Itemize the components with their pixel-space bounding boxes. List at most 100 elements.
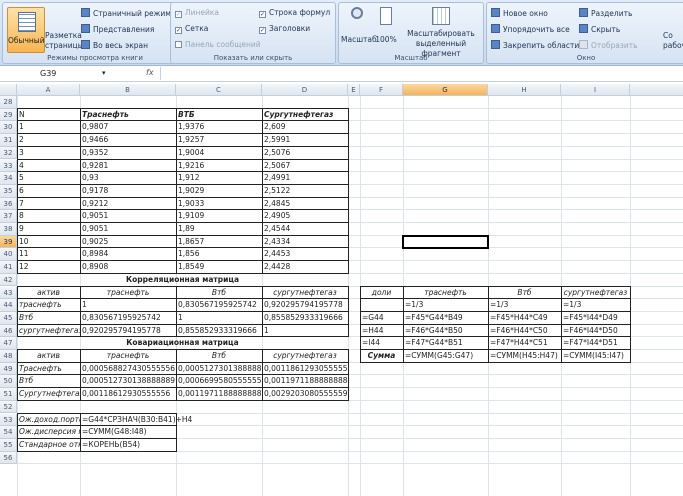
cell-A36[interactable]: 7 [19,198,24,208]
cell-A50[interactable]: Втб [19,376,34,386]
cell-H47[interactable]: =F47*H44*C51 [490,338,548,348]
cell-B48[interactable]: трaснефть [106,351,150,360]
cell-A53[interactable]: Ож.доход.портф [19,414,80,424]
row-header-40[interactable]: 40 [0,248,17,262]
row-header-33[interactable]: 33 [0,159,17,173]
cell-D37[interactable]: 2,4905 [264,211,291,221]
cell-C34[interactable]: 1,912 [178,173,200,183]
row-header-55[interactable]: 55 [0,438,17,452]
cell-A30[interactable]: 1 [19,122,24,132]
cell-H46[interactable]: =F46*H44*C50 [490,325,548,335]
cell-D41[interactable]: 2,4428 [264,262,291,272]
cell-D32[interactable]: 2,5076 [264,147,291,157]
cell-B34[interactable]: 0,93 [82,173,99,183]
cell-C32[interactable]: 1,9004 [178,147,205,157]
cell-I43[interactable]: сургутнефтегаз [563,287,628,297]
cell-G47[interactable]: =F47*G44*B51 [405,338,463,348]
row-header-45[interactable]: 45 [0,311,17,325]
row-header-56[interactable]: 56 [0,451,17,465]
row-header-39[interactable]: 39 [0,235,17,249]
cell-D31[interactable]: 2,5991 [264,135,291,145]
cell-I44[interactable]: =1/3 [563,300,582,310]
cell-A54[interactable]: Ож.дисперсия по [19,427,80,437]
row-header-31[interactable]: 31 [0,134,17,147]
save-workspace-button[interactable]: Со рабоч [663,31,683,50]
cell-H48[interactable]: =СУММ(H45:H47) [490,351,558,360]
cell-B53[interactable]: =G44*СРЗНАЧ(B30:B41)+H4 [82,414,193,424]
cell-B35[interactable]: 0,9178 [82,185,109,195]
cell-C38[interactable]: 1,89 [178,224,195,233]
cell-D46[interactable]: 1 [264,325,269,335]
cell-C50[interactable]: 0,000669958055555555 [178,376,262,386]
row-header-37[interactable]: 37 [0,210,17,223]
cell-A43[interactable]: актив [37,287,60,297]
column-header-A[interactable]: A [17,84,80,96]
page-layout-button[interactable]: Разметка страницы [45,31,84,50]
cell-I48[interactable]: =СУММ(I45:I47) [563,351,624,360]
cell-F46[interactable]: =H44 [362,325,384,335]
row-header-32[interactable]: 32 [0,146,17,160]
row-header-52[interactable]: 52 [0,400,17,414]
new-window-button[interactable]: Новое окно [491,8,548,18]
cell-A44[interactable]: трaснефть [19,300,62,310]
cell-A32[interactable]: 3 [19,147,24,157]
cell-D30[interactable]: 2,609 [264,122,286,132]
cell-C41[interactable]: 1,8549 [178,262,205,272]
cell-D44[interactable]: 0,920295794195778 [264,300,343,310]
cell-A45[interactable]: Втб [19,312,34,322]
message-bar-checkbox[interactable]: Панель сообщений [175,40,261,49]
cell-I45[interactable]: =F45*I44*D49 [563,312,618,322]
cell-C51[interactable]: 0,00119711888888889 [178,389,262,399]
hide-button[interactable]: Скрыть [579,24,620,34]
arrange-all-button[interactable]: Упорядочить все [491,24,570,34]
cell-D34[interactable]: 2,4991 [264,173,291,183]
column-header-H[interactable]: H [488,84,561,96]
cell-A41[interactable]: 12 [19,262,29,272]
row-header-49[interactable]: 49 [0,362,17,376]
cell-B32[interactable]: 0,9352 [82,147,109,157]
cell-G48[interactable]: =СУММ(G45:G47) [405,351,474,360]
cell-A37[interactable]: 8 [19,211,24,221]
cell-A31[interactable]: 2 [19,135,24,145]
cell-B43[interactable]: трaснефть [106,287,150,297]
cell-D40[interactable]: 2,4453 [264,249,291,259]
cell-C36[interactable]: 1,9033 [178,198,205,208]
gridlines-checkbox[interactable]: ✓ Сетка [175,24,209,34]
row-header-42[interactable]: 42 [0,273,17,287]
cell-I46[interactable]: =F46*I44*D50 [563,325,618,335]
cell-D43[interactable]: сургутнефтегаз [273,287,337,297]
cell-F47[interactable]: =I44 [362,338,381,348]
cell-A46[interactable]: сургутнефтегаз [19,325,80,335]
row-header-47[interactable]: 47 [0,337,17,350]
freeze-panes-button[interactable]: Закрепить области ▾ [491,40,585,50]
cell-A48[interactable]: актив [37,351,60,360]
cell-H45[interactable]: =F45*H44*C49 [490,312,548,322]
row-header-44[interactable]: 44 [0,299,17,312]
cell-D49[interactable]: 0,00118612930555556 [264,363,348,373]
cell-B37[interactable]: 0,9051 [82,211,109,221]
cell-C37[interactable]: 1,9109 [178,211,205,221]
cell-B31[interactable]: 0,9466 [82,135,109,145]
cell-G43[interactable]: трaснефть [424,287,467,297]
formula-input[interactable] [160,67,681,80]
cell-B45[interactable]: 0,830567195925742 [82,312,161,322]
row-header-38[interactable]: 38 [0,223,17,236]
cell-H44[interactable]: =1/3 [490,300,509,310]
row-header-48[interactable]: 48 [0,350,17,363]
cell-C48[interactable]: Втб [211,351,227,360]
headings-checkbox[interactable]: ✓ Заголовки [259,24,311,34]
cell-C43[interactable]: Втб [211,287,227,297]
name-box-dropdown-icon[interactable]: ▾ [102,69,106,77]
cell-B40[interactable]: 0,8984 [82,249,109,259]
cell-A55[interactable]: Стандарное отк [19,439,80,449]
cell-B33[interactable]: 0,9281 [82,160,109,170]
cell-C49[interactable]: 0,000512730138888888 [178,363,262,373]
page-break-button[interactable]: Страничный режим [81,8,171,18]
cell-C46[interactable]: 0,855852933319666 [178,325,257,335]
function-icon[interactable]: fx [146,68,154,77]
cell-C29[interactable]: ВТБ [178,109,195,119]
cell-B41[interactable]: 0,8908 [82,262,109,272]
cell-A35[interactable]: 6 [19,185,24,195]
column-header-J[interactable] [630,84,683,96]
full-screen-button[interactable]: Во весь экран [81,40,148,50]
